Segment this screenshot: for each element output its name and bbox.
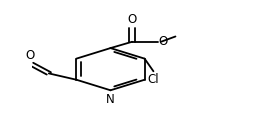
Text: O: O — [128, 13, 137, 26]
Text: N: N — [106, 93, 115, 106]
Text: Cl: Cl — [148, 73, 159, 86]
Text: O: O — [158, 35, 168, 48]
Text: O: O — [25, 49, 35, 62]
